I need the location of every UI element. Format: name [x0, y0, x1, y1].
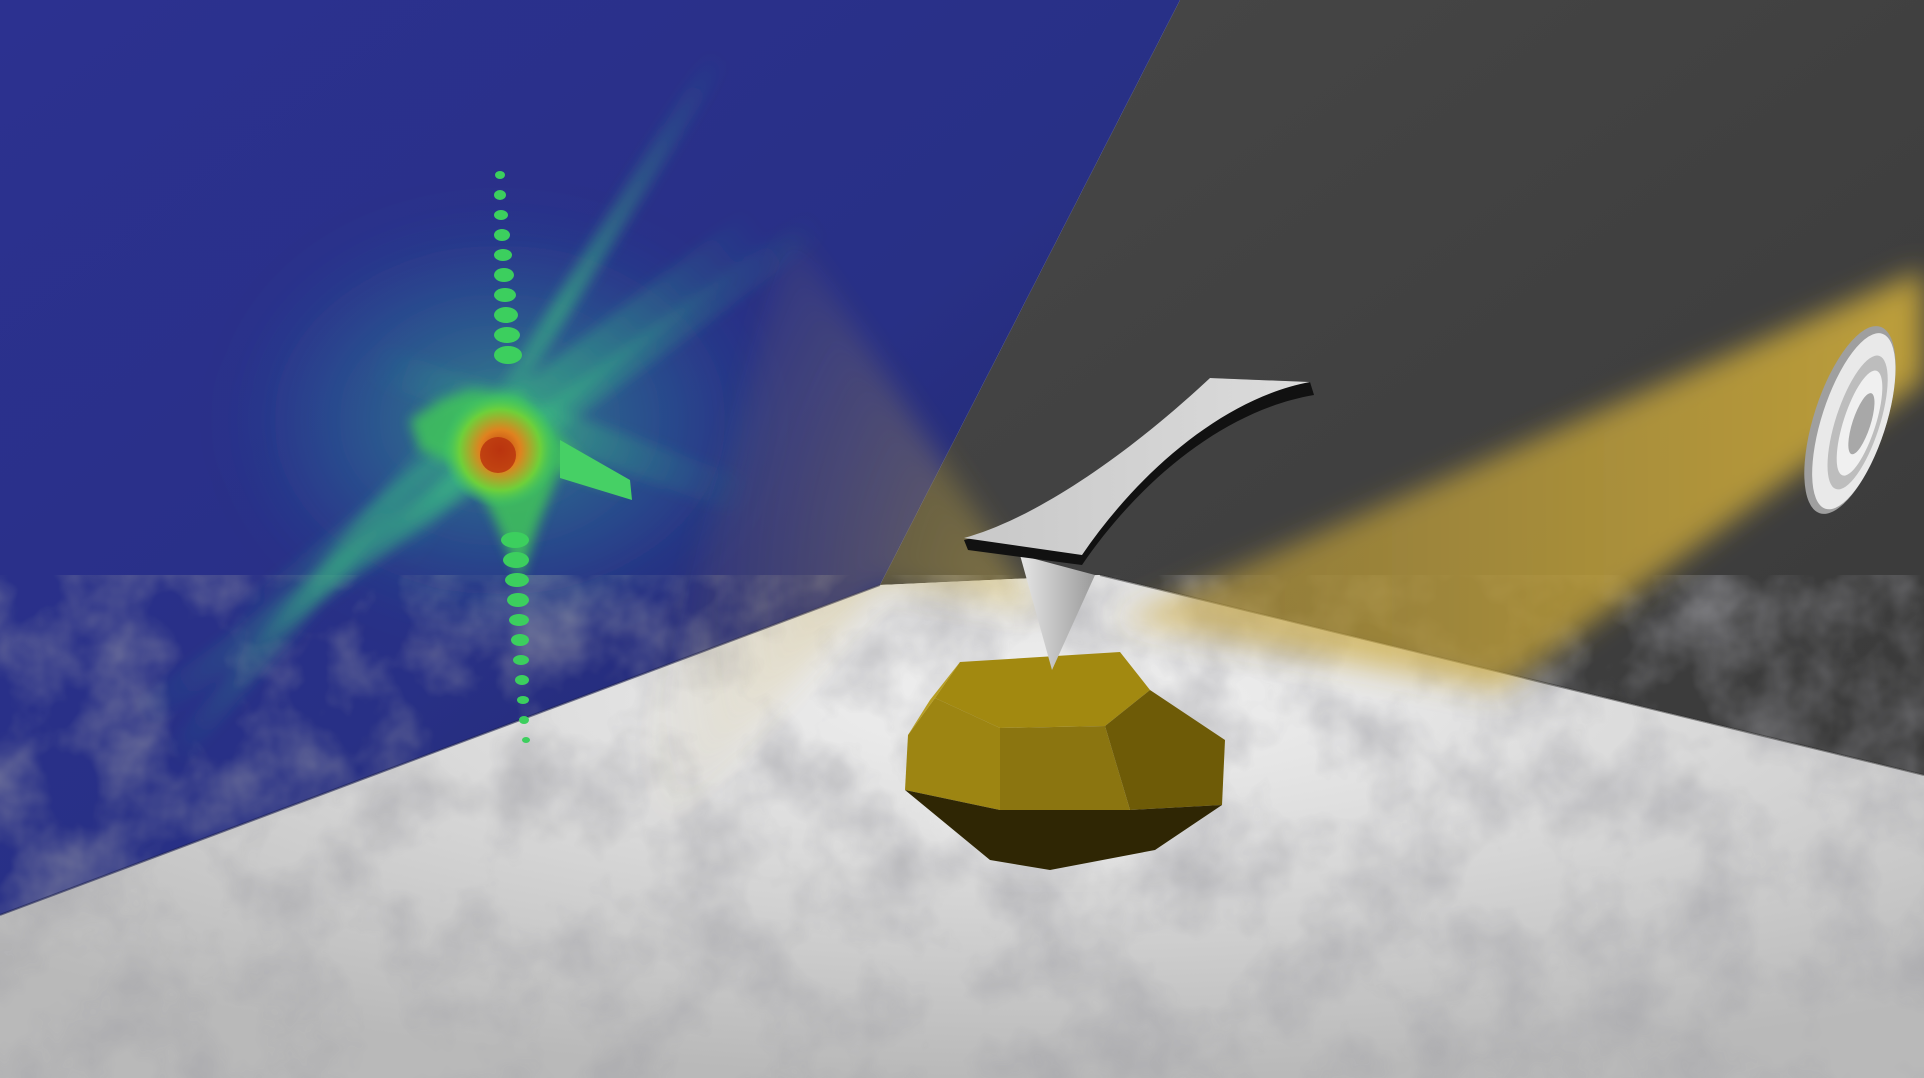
detector-aperture [1804, 326, 1896, 514]
afm-cantilever [964, 378, 1314, 565]
scatter-cone [600, 230, 1040, 900]
gold-nanocrystal [905, 652, 1225, 870]
diffraction-pattern [131, 50, 829, 767]
right-wall [880, 0, 1924, 775]
afm-tip [1020, 555, 1095, 670]
xray-beam [1120, 270, 1924, 690]
